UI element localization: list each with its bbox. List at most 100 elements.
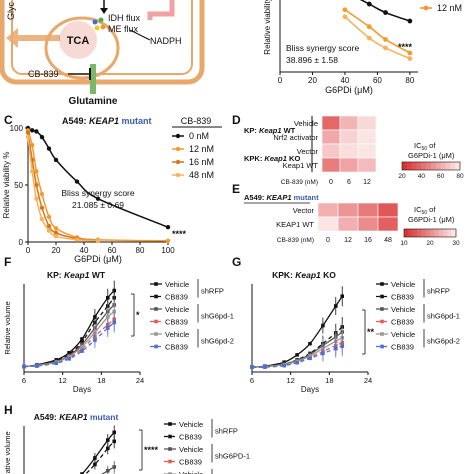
c-x-axis-label: G6PDi (μM)	[74, 254, 122, 264]
e-scale-frame	[403, 228, 457, 238]
d-heatmap-cell	[321, 143, 341, 159]
glutamine-channel	[90, 64, 96, 94]
d-scale-gradient-step	[402, 162, 408, 170]
h-data-point	[80, 472, 84, 474]
b-data-point	[407, 50, 413, 56]
g-data-point	[295, 353, 299, 357]
f-data-point	[80, 349, 84, 353]
f-data-point	[22, 364, 26, 369]
b-data-point	[383, 37, 388, 42]
g-legend-label: Vehicle	[391, 305, 415, 314]
c-legend-marker	[175, 159, 181, 165]
e-scale-gradient-step	[438, 229, 444, 237]
c-data-point	[39, 205, 45, 210]
f-legend-label: Vehicle	[165, 280, 189, 289]
e-scale-gradient-step	[421, 229, 426, 237]
c-x-tick-label: 20	[52, 246, 61, 255]
f-data-point	[80, 342, 84, 347]
d-scale-gradient-step	[445, 162, 451, 170]
e-scale-gradient-step	[451, 229, 457, 237]
c-series-line	[27, 127, 169, 228]
f-legend-marker	[154, 282, 158, 286]
b-series-line	[359, 0, 411, 22]
f-y-axis-label: Relative volume	[3, 301, 12, 354]
c-legend-label: 0 nM	[189, 131, 209, 141]
h-legend-label: Vehicle	[179, 420, 203, 429]
c-bliss-label: Bliss synergy score	[61, 188, 134, 198]
tca-label: TCA	[67, 35, 90, 47]
panel-e-heatmap: A549: KEAP1 mutant Vector KEAP1 WT CB-839 (…	[244, 193, 460, 247]
c-data-point	[39, 191, 45, 197]
c-data-point	[46, 214, 52, 220]
d-scale-tick-label: 20	[398, 173, 406, 180]
c-data-point	[53, 234, 59, 239]
f-legend-marker	[154, 294, 158, 299]
g-legend-marker	[380, 282, 384, 286]
e-x-tick-label: 0	[326, 237, 330, 244]
f-legend-label: CB839	[165, 293, 188, 302]
h-legend-group: shRFP	[215, 426, 238, 435]
idh-flux-label: IDH flux	[108, 13, 141, 23]
b-x-tick-label: 0	[278, 76, 283, 85]
d-heatmap-cell	[357, 143, 377, 159]
b-data-point	[407, 56, 413, 61]
g-x-tick-label: 18	[325, 376, 333, 385]
nadph-link	[129, 29, 151, 41]
c-legend-label: 16 nM	[189, 157, 214, 167]
f-legend-marker	[154, 307, 158, 311]
f-legend-group: shRFP	[201, 286, 224, 295]
me-flux-label: ME flux	[108, 24, 139, 34]
c-legend-title: CB-839	[181, 116, 212, 126]
h-legend-label: CB839	[179, 458, 202, 467]
c-data-point	[53, 157, 59, 163]
b-data-point	[342, 7, 348, 13]
d-scale-gradient-step	[406, 162, 412, 170]
g-legend-label: Vehicle	[391, 330, 415, 339]
d-row-label: Vector	[297, 147, 319, 156]
c-data-point	[165, 238, 171, 244]
f-x-tick-label: 12	[58, 376, 66, 385]
e-scale-label: IC50 of	[414, 205, 436, 216]
d-scale-gradient-step	[440, 162, 446, 170]
c-data-point	[46, 228, 52, 233]
dot-green	[98, 17, 104, 23]
h-legend-group: shG6PD-1	[215, 451, 250, 460]
panel-c-chart: A549: KEAP1 mutant 0 50 100 0 20 40 60 80 100 G6PD…	[2, 116, 222, 264]
e-heatmap-cell	[337, 216, 359, 232]
d-scale-gradient-step	[426, 162, 432, 170]
d-heatmap-cell	[321, 115, 341, 131]
b-x-tick-label: 60	[373, 76, 382, 85]
c-x-tick-label: 80	[136, 246, 145, 255]
d-row-label: Vehicle	[294, 119, 318, 128]
b-bliss-label: Bliss synergy score	[286, 43, 359, 53]
b-bliss-score: 38.896 ± 1.58	[286, 55, 338, 65]
d-heatmap-cell	[321, 157, 341, 173]
f-x-tick-label: 18	[97, 376, 105, 385]
d-scale-tick-label: 80	[456, 173, 464, 180]
g-x-tick-label: 12	[286, 376, 294, 385]
panel-b-chart: Relative viability 0 20 40 60 80 G6PDi (μM) 12 …	[263, 0, 462, 95]
h-legend-marker	[168, 472, 172, 474]
c-legend-marker	[175, 172, 181, 178]
b-data-point	[366, 35, 372, 41]
c-data-point	[95, 238, 101, 244]
glycolysis-label: Glyc	[6, 2, 16, 21]
panel-label-h: H	[4, 403, 13, 417]
d-heatmap-cell	[339, 129, 359, 145]
h-legend-marker	[168, 459, 172, 464]
f-data-point	[67, 357, 71, 361]
e-heatmap-cell	[317, 216, 339, 232]
h-legend-label: Vehicle	[179, 445, 203, 454]
g-legend-group: shG6pd-1	[427, 311, 460, 320]
b-data-point	[383, 45, 388, 51]
f-title: KP: Keap1 WT	[47, 270, 106, 280]
g-data-point	[308, 341, 312, 346]
f-x-tick-label: 6	[22, 376, 26, 385]
g-legend-group: shRFP	[427, 286, 450, 295]
d-heatmap-cell	[339, 157, 359, 173]
g-data-point	[250, 365, 254, 369]
e-heatmap-cell	[357, 202, 379, 218]
panel-label-e: E	[232, 182, 240, 196]
f-legend-group: shG6pd-1	[201, 311, 234, 320]
d-x-tick-label: 6	[347, 179, 351, 186]
